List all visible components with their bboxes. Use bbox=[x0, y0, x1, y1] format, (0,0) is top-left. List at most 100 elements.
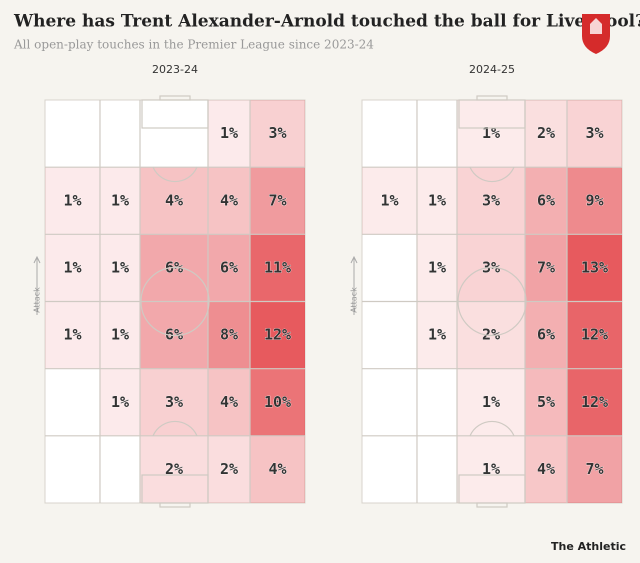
subtitle: All open-play touches in the Premier Lea… bbox=[13, 38, 374, 52]
cell-label: 1% bbox=[482, 460, 500, 478]
heat-cell bbox=[250, 167, 305, 235]
cell-label: 4% bbox=[220, 191, 238, 209]
heat-cell bbox=[207, 435, 251, 503]
cell-label: 3% bbox=[482, 191, 500, 209]
heat-cell bbox=[416, 234, 458, 302]
cell-label: 7% bbox=[585, 460, 603, 478]
pitch-title: 2023-24 bbox=[152, 63, 198, 76]
club-crest bbox=[582, 14, 610, 54]
cell-label: 3% bbox=[268, 124, 286, 142]
heat-cell bbox=[567, 301, 622, 369]
cell-label: 3% bbox=[585, 124, 603, 142]
cell-label: 1% bbox=[380, 191, 398, 209]
cell-label: 1% bbox=[63, 258, 81, 276]
heat-cell bbox=[524, 234, 568, 302]
heat-cell bbox=[250, 301, 305, 369]
cell-label: 2% bbox=[537, 124, 555, 142]
brand: The Athletic bbox=[551, 540, 626, 553]
cell-label: 1% bbox=[482, 124, 500, 142]
heat-cell bbox=[567, 368, 622, 436]
cell-label: 12% bbox=[264, 326, 291, 344]
top-arc bbox=[152, 166, 198, 183]
cell-label: 1% bbox=[63, 326, 81, 344]
pitch-title: 2024-25 bbox=[469, 63, 515, 76]
cell-label: 6% bbox=[537, 191, 555, 209]
heat-cell bbox=[207, 301, 251, 369]
heat-cell bbox=[207, 100, 251, 168]
heat-cell bbox=[45, 301, 100, 369]
heat-cell bbox=[99, 368, 141, 436]
heat-cell bbox=[457, 100, 525, 168]
cell-label: 1% bbox=[428, 191, 446, 209]
heat-cell bbox=[207, 167, 251, 235]
heat-cell bbox=[457, 167, 525, 235]
pitch-markings bbox=[45, 95, 305, 508]
goal-top bbox=[159, 95, 191, 101]
axis-label: Attack bbox=[33, 287, 42, 313]
cell-label: 1% bbox=[482, 393, 500, 411]
cell-label: 2% bbox=[165, 460, 183, 478]
cell-label: 2% bbox=[482, 326, 500, 344]
heat-cell bbox=[140, 368, 208, 436]
pitch-markings bbox=[362, 95, 622, 508]
cell-label: 7% bbox=[268, 191, 286, 209]
cell-label: 2% bbox=[220, 460, 238, 478]
heat-cell bbox=[207, 234, 251, 302]
cell-label: 8% bbox=[220, 326, 238, 344]
goal-bottom bbox=[476, 502, 508, 508]
cell-label: 1% bbox=[428, 326, 446, 344]
cell-label: 11% bbox=[264, 258, 291, 276]
attack-arrowhead bbox=[33, 255, 41, 264]
cell-label: 1% bbox=[63, 191, 81, 209]
cell-label: 1% bbox=[428, 258, 446, 276]
heat-cell bbox=[362, 167, 417, 235]
heat-cell bbox=[567, 100, 622, 168]
centre-circle bbox=[457, 266, 527, 337]
title: Where has Trent Alexander-Arnold touched… bbox=[13, 12, 640, 32]
bottom-arc bbox=[469, 420, 515, 437]
heat-cell bbox=[207, 368, 251, 436]
heat-cell bbox=[524, 368, 568, 436]
bottom-arc bbox=[152, 420, 198, 437]
heat-cell bbox=[524, 100, 568, 168]
heat-cell bbox=[250, 234, 305, 302]
cell-label: 3% bbox=[165, 393, 183, 411]
cell-label: 6% bbox=[220, 258, 238, 276]
cell-label: 7% bbox=[537, 258, 555, 276]
heat-cell bbox=[457, 368, 525, 436]
centre-circle bbox=[140, 266, 210, 337]
heat-cell bbox=[416, 301, 458, 369]
cell-label: 4% bbox=[268, 460, 286, 478]
heat-cell bbox=[45, 234, 100, 302]
cell-label: 1% bbox=[111, 326, 129, 344]
cell-label: 1% bbox=[111, 258, 129, 276]
attack-arrowhead bbox=[350, 255, 358, 264]
cell-label: 1% bbox=[111, 393, 129, 411]
cell-label: 6% bbox=[537, 326, 555, 344]
cell-label: 4% bbox=[165, 191, 183, 209]
cell-label: 1% bbox=[111, 191, 129, 209]
cell-label: 5% bbox=[537, 393, 555, 411]
cell-label: 10% bbox=[264, 393, 291, 411]
heat-cell bbox=[567, 167, 622, 235]
cell-label: 1% bbox=[220, 124, 238, 142]
heat-cell bbox=[567, 435, 622, 503]
cell-label: 12% bbox=[581, 393, 608, 411]
heat-cell bbox=[457, 435, 525, 503]
heat-cell bbox=[45, 167, 100, 235]
cell-label: 6% bbox=[165, 326, 183, 344]
heat-cell bbox=[140, 167, 208, 235]
axis-label: Attack bbox=[350, 287, 359, 313]
heat-cell bbox=[416, 167, 458, 235]
heat-cell bbox=[524, 435, 568, 503]
heat-cell bbox=[140, 435, 208, 503]
cell-label: 13% bbox=[581, 258, 608, 276]
heat-cell bbox=[524, 167, 568, 235]
heat-cell bbox=[99, 301, 141, 369]
goal-top bbox=[476, 95, 508, 101]
heat-cell bbox=[99, 234, 141, 302]
heat-cell bbox=[524, 301, 568, 369]
cell-label: 4% bbox=[537, 460, 555, 478]
heat-cell bbox=[567, 234, 622, 302]
